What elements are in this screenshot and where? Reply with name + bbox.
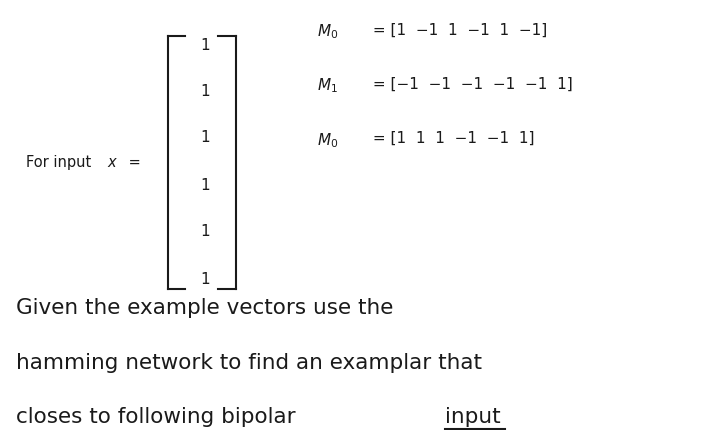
Text: input: input: [446, 406, 501, 426]
Text: = [−1  −1  −1  −1  −1  1]: = [−1 −1 −1 −1 −1 1]: [368, 77, 573, 92]
Text: closes to following bipolar: closes to following bipolar: [16, 406, 302, 426]
Text: 1: 1: [201, 223, 211, 238]
Text: =: =: [124, 154, 141, 169]
Text: 1: 1: [201, 83, 211, 98]
Text: Given the example vectors use the: Given the example vectors use the: [16, 298, 393, 318]
Text: $\mathit{M}_{0}$: $\mathit{M}_{0}$: [316, 22, 338, 41]
Text: 1: 1: [201, 178, 211, 193]
Text: 1: 1: [201, 271, 211, 286]
Text: $\mathit{x}$: $\mathit{x}$: [107, 154, 119, 169]
Text: For input: For input: [27, 154, 96, 169]
Text: = [1  1  1  −1  −1  1]: = [1 1 1 −1 −1 1]: [368, 131, 535, 146]
Text: $\mathit{M}_{0}$: $\mathit{M}_{0}$: [316, 131, 338, 149]
Text: hamming network to find an examplar that: hamming network to find an examplar that: [16, 352, 482, 372]
Text: $\mathit{M}_{1}$: $\mathit{M}_{1}$: [316, 77, 337, 95]
Text: = [1  −1  1  −1  1  −1]: = [1 −1 1 −1 1 −1]: [368, 22, 547, 37]
Text: 1: 1: [201, 129, 211, 144]
Text: 1: 1: [201, 38, 211, 53]
